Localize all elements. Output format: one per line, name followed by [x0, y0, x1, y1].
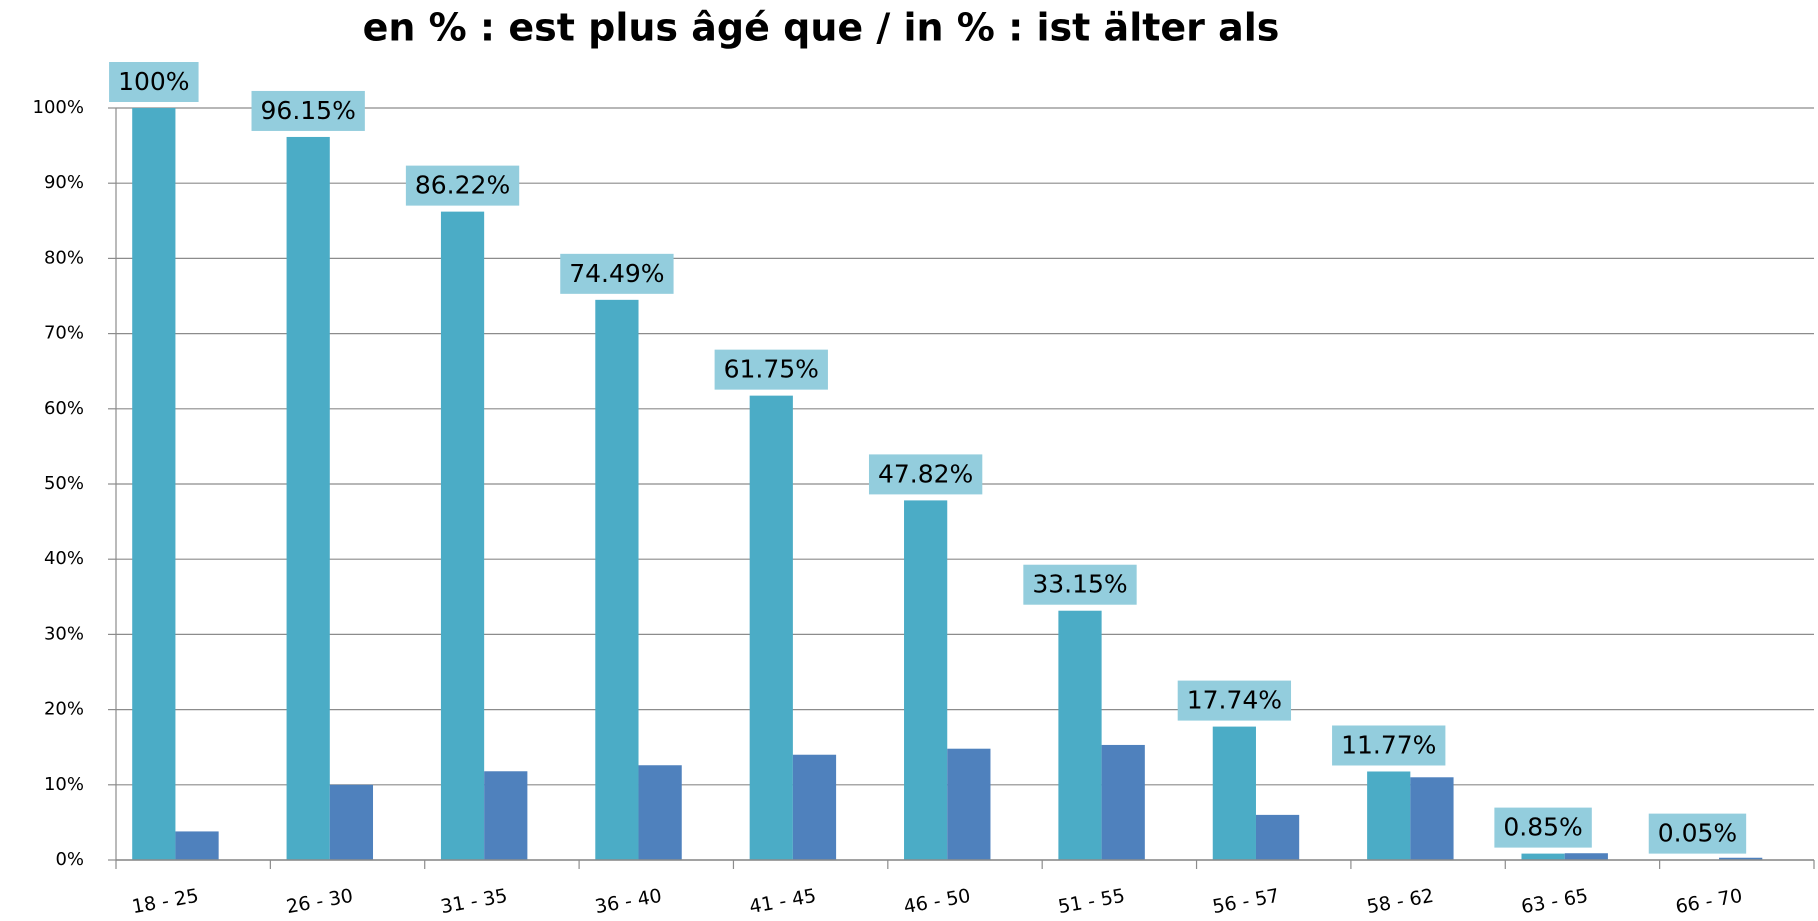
y-tick-label: 100% — [33, 97, 84, 118]
value-label: 74.49% — [560, 253, 674, 294]
y-tick-label: 0% — [55, 849, 84, 870]
bar — [1255, 814, 1300, 860]
value-label: 0.05% — [1648, 813, 1747, 854]
value-label: 17.74% — [1177, 680, 1292, 721]
y-tick-label: 20% — [44, 699, 84, 720]
y-tick-label: 10% — [44, 774, 84, 795]
x-tick-label: 46 - 50 — [902, 885, 972, 918]
bar — [484, 771, 528, 860]
value-label: 11.77% — [1332, 725, 1446, 766]
value-label-text: 47.82% — [878, 459, 973, 488]
x-tick-label: 51 - 55 — [1056, 885, 1126, 918]
y-tick-label: 40% — [44, 548, 84, 569]
value-label-text: 17.74% — [1187, 686, 1282, 715]
value-label-text: 11.77% — [1341, 730, 1436, 759]
bar — [792, 754, 837, 860]
value-label-text: 86.22% — [415, 171, 510, 200]
value-label-text: 0.05% — [1658, 819, 1737, 848]
x-tick-label: 66 - 70 — [1674, 885, 1744, 918]
bar — [329, 784, 374, 860]
value-label-text: 74.49% — [569, 259, 664, 288]
x-tick-label: 36 - 40 — [593, 885, 663, 918]
y-tick-label: 90% — [44, 172, 84, 193]
value-label-text: 100% — [118, 67, 189, 96]
value-label-box — [1648, 813, 1747, 854]
bar — [286, 136, 330, 860]
bar — [904, 500, 948, 860]
bar — [175, 831, 219, 860]
value-label-text: 33.15% — [1032, 570, 1127, 599]
x-tick-label: 63 - 65 — [1520, 885, 1590, 918]
value-label-box — [868, 454, 983, 495]
y-tick-label: 60% — [44, 398, 84, 419]
x-tick-label: 56 - 57 — [1211, 885, 1281, 918]
value-label-text: 0.85% — [1503, 813, 1582, 842]
bar — [440, 211, 485, 860]
value-label: 61.75% — [714, 349, 828, 390]
value-label-box — [1494, 807, 1592, 848]
bar — [1521, 853, 1565, 860]
value-label-text: 61.75% — [724, 355, 819, 384]
bar — [1719, 857, 1763, 860]
value-label: 100% — [109, 62, 199, 102]
bar — [1101, 744, 1145, 860]
value-label-text: 96.15% — [261, 96, 356, 125]
value-label-box — [109, 62, 199, 102]
bar — [1564, 853, 1608, 860]
bar — [1367, 771, 1411, 860]
bar — [749, 395, 793, 860]
value-label-box — [251, 90, 365, 131]
bar — [638, 765, 682, 860]
value-label: 86.22% — [405, 165, 520, 206]
bar — [947, 748, 991, 860]
bar — [132, 108, 176, 860]
y-tick-label: 80% — [44, 247, 84, 268]
x-tick-label: 41 - 45 — [748, 885, 818, 918]
value-label-box — [405, 165, 520, 206]
value-label-box — [1332, 725, 1446, 766]
bar — [1058, 610, 1102, 860]
value-label: 0.85% — [1494, 807, 1592, 848]
value-label: 47.82% — [868, 454, 983, 495]
x-tick-label: 58 - 62 — [1365, 885, 1435, 918]
y-tick-label: 70% — [44, 323, 84, 344]
bar — [1212, 726, 1256, 860]
value-label-box — [560, 253, 674, 294]
value-label-box — [1177, 680, 1292, 721]
chart-title: en % : est plus âgé que / in % : ist ält… — [363, 6, 1280, 50]
bar — [595, 299, 639, 860]
bar — [1410, 777, 1454, 860]
x-tick-label: 18 - 25 — [130, 885, 200, 918]
value-label-box — [1023, 564, 1137, 605]
y-tick-label: 50% — [44, 473, 84, 494]
x-tick-label: 26 - 30 — [285, 885, 355, 918]
x-tick-label: 31 - 35 — [439, 885, 509, 918]
value-label-box — [714, 349, 828, 390]
value-label: 33.15% — [1023, 564, 1137, 605]
y-tick-label: 30% — [44, 623, 84, 644]
value-label: 96.15% — [251, 90, 365, 131]
